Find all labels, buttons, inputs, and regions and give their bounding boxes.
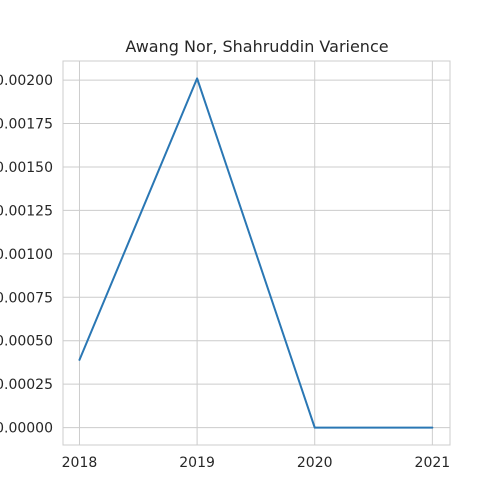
x-tick-label: 2020 — [297, 455, 333, 471]
x-tick-label: 2018 — [62, 455, 98, 471]
x-tick-labels: 2018 2019 2020 2021 — [62, 455, 451, 471]
y-tick-label: 0.00150 — [0, 160, 53, 176]
series-line — [78, 77, 434, 429]
y-tick-labels: 0.00000 0.00025 0.00050 0.00075 0.00100 0.001… — [0, 73, 53, 437]
chart-title: Awang Nor, Shahruddin Varience — [125, 37, 388, 56]
y-tick-label: 0.00175 — [0, 117, 53, 133]
x-tick-label: 2021 — [415, 455, 451, 471]
y-tick-label: 0.00200 — [0, 73, 53, 89]
y-tick-label: 0.00025 — [0, 377, 53, 393]
series-group — [78, 77, 434, 429]
x-tick-label: 2019 — [179, 455, 215, 471]
y-tick-label: 0.00100 — [0, 247, 53, 263]
plot-frame — [62, 60, 451, 446]
x-gridlines — [78, 61, 433, 445]
y-tick-label: 0.00050 — [0, 334, 53, 350]
y-tick-label: 0.00075 — [0, 290, 53, 306]
y-tick-label: 0.00125 — [0, 203, 53, 219]
y-tick-label: 0.00000 — [0, 421, 53, 437]
